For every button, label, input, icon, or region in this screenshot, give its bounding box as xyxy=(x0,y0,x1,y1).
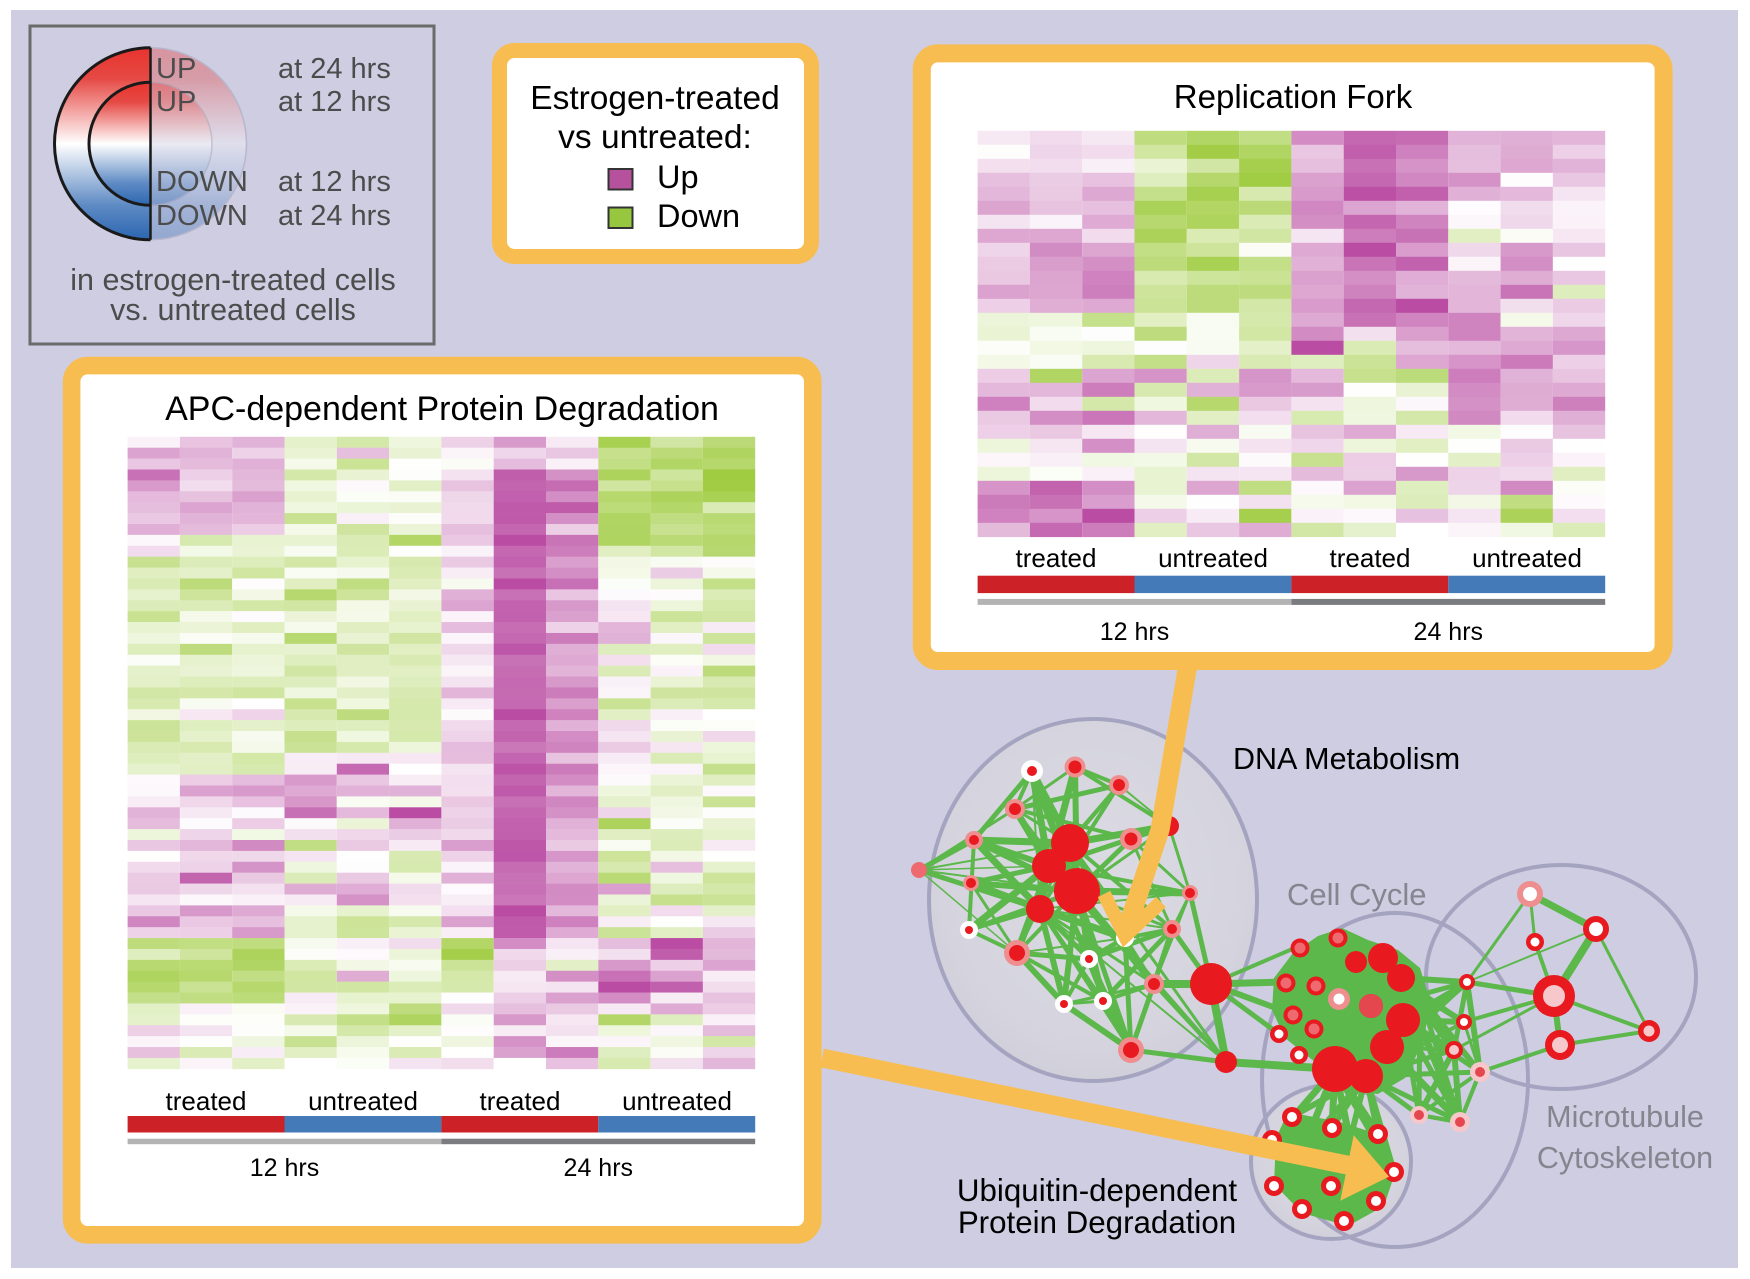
svg-text:untreated: untreated xyxy=(1472,543,1582,573)
svg-text:untreated: untreated xyxy=(1158,543,1268,573)
svg-text:24 hrs: 24 hrs xyxy=(1414,618,1483,646)
svg-text:at 24 hrs: at 24 hrs xyxy=(278,200,391,232)
svg-text:in estrogen-treated cells: in estrogen-treated cells xyxy=(70,263,396,297)
svg-text:UP: UP xyxy=(156,86,196,118)
svg-text:Cytoskeleton: Cytoskeleton xyxy=(1537,1141,1713,1175)
svg-text:treated: treated xyxy=(1330,543,1411,573)
svg-text:24 hrs: 24 hrs xyxy=(564,1154,633,1182)
svg-text:Replication Fork: Replication Fork xyxy=(1174,78,1413,115)
svg-text:Cell Cycle: Cell Cycle xyxy=(1287,877,1427,912)
svg-text:untreated: untreated xyxy=(622,1086,732,1116)
svg-text:at 24 hrs: at 24 hrs xyxy=(278,53,391,85)
svg-text:untreated: untreated xyxy=(308,1086,418,1116)
svg-text:APC-dependent Protein Degradat: APC-dependent Protein Degradation xyxy=(165,390,719,428)
svg-text:Ubiquitin-dependent: Ubiquitin-dependent xyxy=(957,1173,1237,1208)
svg-text:vs. untreated cells: vs. untreated cells xyxy=(110,293,356,327)
svg-text:treated: treated xyxy=(1016,543,1097,573)
svg-text:12 hrs: 12 hrs xyxy=(1100,618,1169,646)
svg-text:DOWN: DOWN xyxy=(156,200,248,232)
svg-text:Estrogen-treated: Estrogen-treated xyxy=(530,80,780,117)
svg-text:DNA Metabolism: DNA Metabolism xyxy=(1233,742,1460,776)
svg-text:12 hrs: 12 hrs xyxy=(250,1154,319,1182)
svg-text:DOWN: DOWN xyxy=(156,166,248,198)
svg-text:Microtubule: Microtubule xyxy=(1546,1100,1704,1134)
svg-text:Down: Down xyxy=(657,198,740,234)
svg-text:Protein Degradation: Protein Degradation xyxy=(958,1205,1236,1240)
svg-text:treated: treated xyxy=(480,1086,561,1116)
svg-text:at 12 hrs: at 12 hrs xyxy=(278,86,391,118)
svg-text:Up: Up xyxy=(657,159,699,195)
svg-text:vs untreated:: vs untreated: xyxy=(558,119,752,156)
svg-text:treated: treated xyxy=(166,1086,247,1116)
svg-text:at 12 hrs: at 12 hrs xyxy=(278,166,391,198)
svg-text:UP: UP xyxy=(156,53,196,85)
